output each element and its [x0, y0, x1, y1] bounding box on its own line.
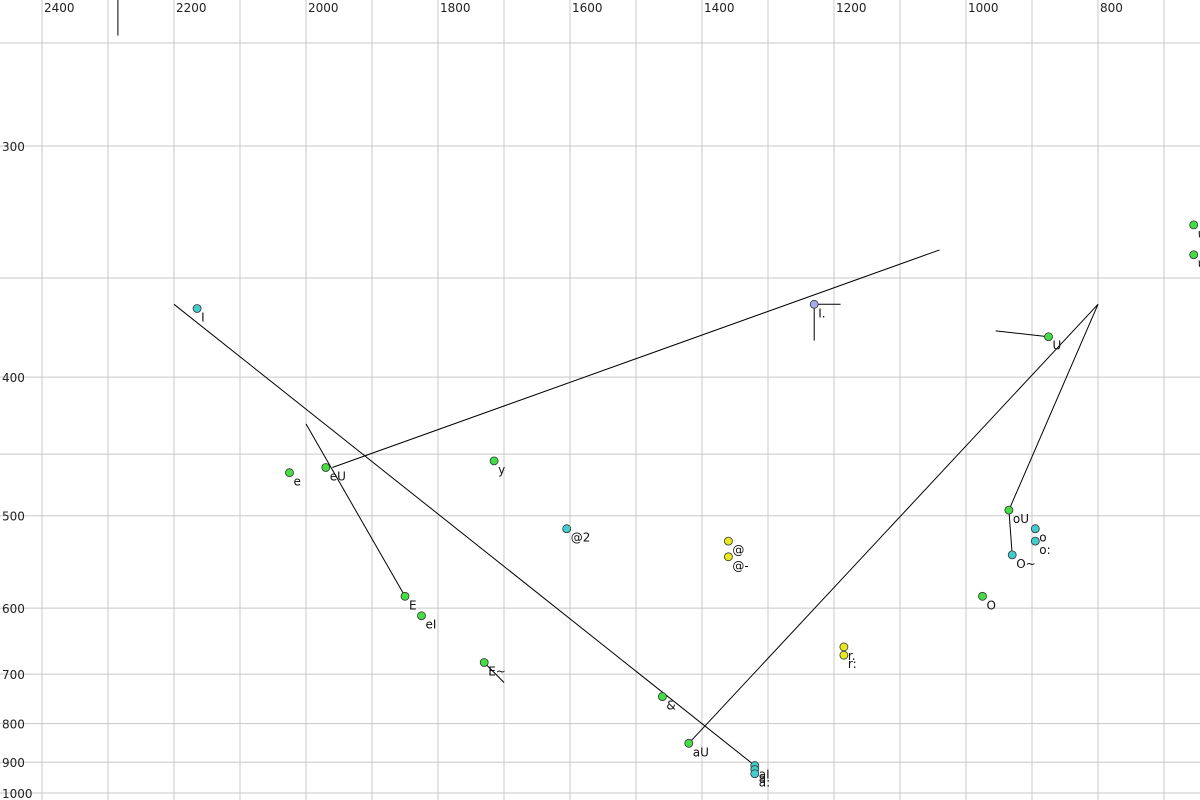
point-label: o: [1039, 531, 1046, 545]
data-point: [562, 524, 572, 534]
trajectory-line: [173, 303, 756, 766]
data-point: [1007, 550, 1017, 560]
x-tick-label: 2000: [308, 1, 339, 15]
y-tick-label: 600: [2, 602, 25, 616]
x-tick-label: 800: [1100, 1, 1123, 15]
point-label: oU: [1013, 512, 1029, 526]
x-tick-label: 2400: [44, 1, 75, 15]
y-tick-label: 900: [2, 756, 25, 770]
trajectory-line: [305, 423, 406, 597]
point-label: a:: [759, 776, 770, 790]
y-tick-label: 800: [2, 718, 25, 732]
point-label: @-: [732, 559, 748, 573]
data-points: [192, 220, 1199, 779]
data-point: [1189, 220, 1199, 230]
data-point: [285, 468, 294, 478]
x-tick-label: 1600: [572, 1, 603, 15]
point-label: I.: [818, 306, 825, 320]
point-label: @2: [571, 531, 591, 545]
data-point: [479, 658, 489, 667]
point-label: u: [1198, 227, 1200, 241]
data-point: [489, 456, 499, 466]
trajectory-line: [1008, 510, 1013, 555]
data-point: [809, 299, 819, 309]
point-label: a: [759, 772, 766, 786]
trajectory-line: [332, 249, 940, 468]
trajectory-line: [1008, 304, 1099, 511]
point-label: eU: [330, 469, 346, 483]
x-tick-label: 1200: [836, 1, 867, 15]
data-point: [684, 738, 694, 748]
point-label: e: [294, 475, 301, 489]
point-label: U: [1053, 339, 1062, 353]
point-label: E~: [488, 665, 506, 679]
point-label: o:: [1039, 543, 1050, 557]
tick-labels: 2400 2200 2000 1800 1600 1400 1200 1000 800 300 40…: [2, 1, 1123, 800]
y-tick-label: 1000: [2, 787, 33, 800]
point-label: &: [666, 699, 675, 713]
data-point: [658, 692, 667, 701]
point-label: O: [987, 598, 996, 612]
data-point: [321, 463, 331, 472]
trajectory-line: [483, 662, 505, 683]
y-tick-label: 700: [2, 668, 25, 682]
x-tick-label: 1800: [440, 1, 471, 15]
x-tick-label: 1400: [704, 1, 735, 15]
point-label: y: [498, 463, 505, 477]
point-label: aU: [693, 745, 709, 759]
data-point: [724, 552, 733, 562]
point-labels: i:IeeUy@2EeIE~@@-I.r.r:&aUaIaa:Uuu:oUoo:…: [201, 227, 1200, 790]
data-point: [400, 591, 410, 601]
point-label: O~: [1016, 557, 1035, 571]
point-label: eI: [426, 618, 437, 632]
point-label: aI: [759, 768, 770, 782]
y-tick-label: 300: [2, 140, 25, 154]
point-label: r.: [848, 649, 856, 663]
data-point: [839, 650, 849, 660]
point-label: u:: [1198, 257, 1200, 271]
point-label: I: [201, 311, 205, 325]
point-label: E: [409, 598, 417, 612]
point-label: r:: [848, 657, 857, 671]
data-point: [750, 769, 760, 779]
trajectories: [117, 0, 1099, 766]
data-point: [978, 591, 987, 601]
data-point: [1030, 524, 1040, 534]
data-point: [417, 611, 426, 621]
data-point: [724, 536, 733, 546]
x-tick-label: 1000: [968, 1, 999, 15]
data-point: [1004, 505, 1014, 515]
trajectory-line: [688, 303, 1099, 744]
y-tick-label: 400: [2, 371, 25, 385]
x-tick-label: 2200: [176, 1, 207, 15]
data-point: [839, 642, 849, 652]
data-point: [1030, 536, 1040, 546]
data-point: [1044, 332, 1053, 342]
y-tick-label: 500: [2, 510, 25, 524]
point-label: @: [732, 543, 744, 557]
trajectory-line: [995, 330, 1049, 338]
data-point: [192, 304, 202, 313]
data-point: [1189, 250, 1199, 260]
